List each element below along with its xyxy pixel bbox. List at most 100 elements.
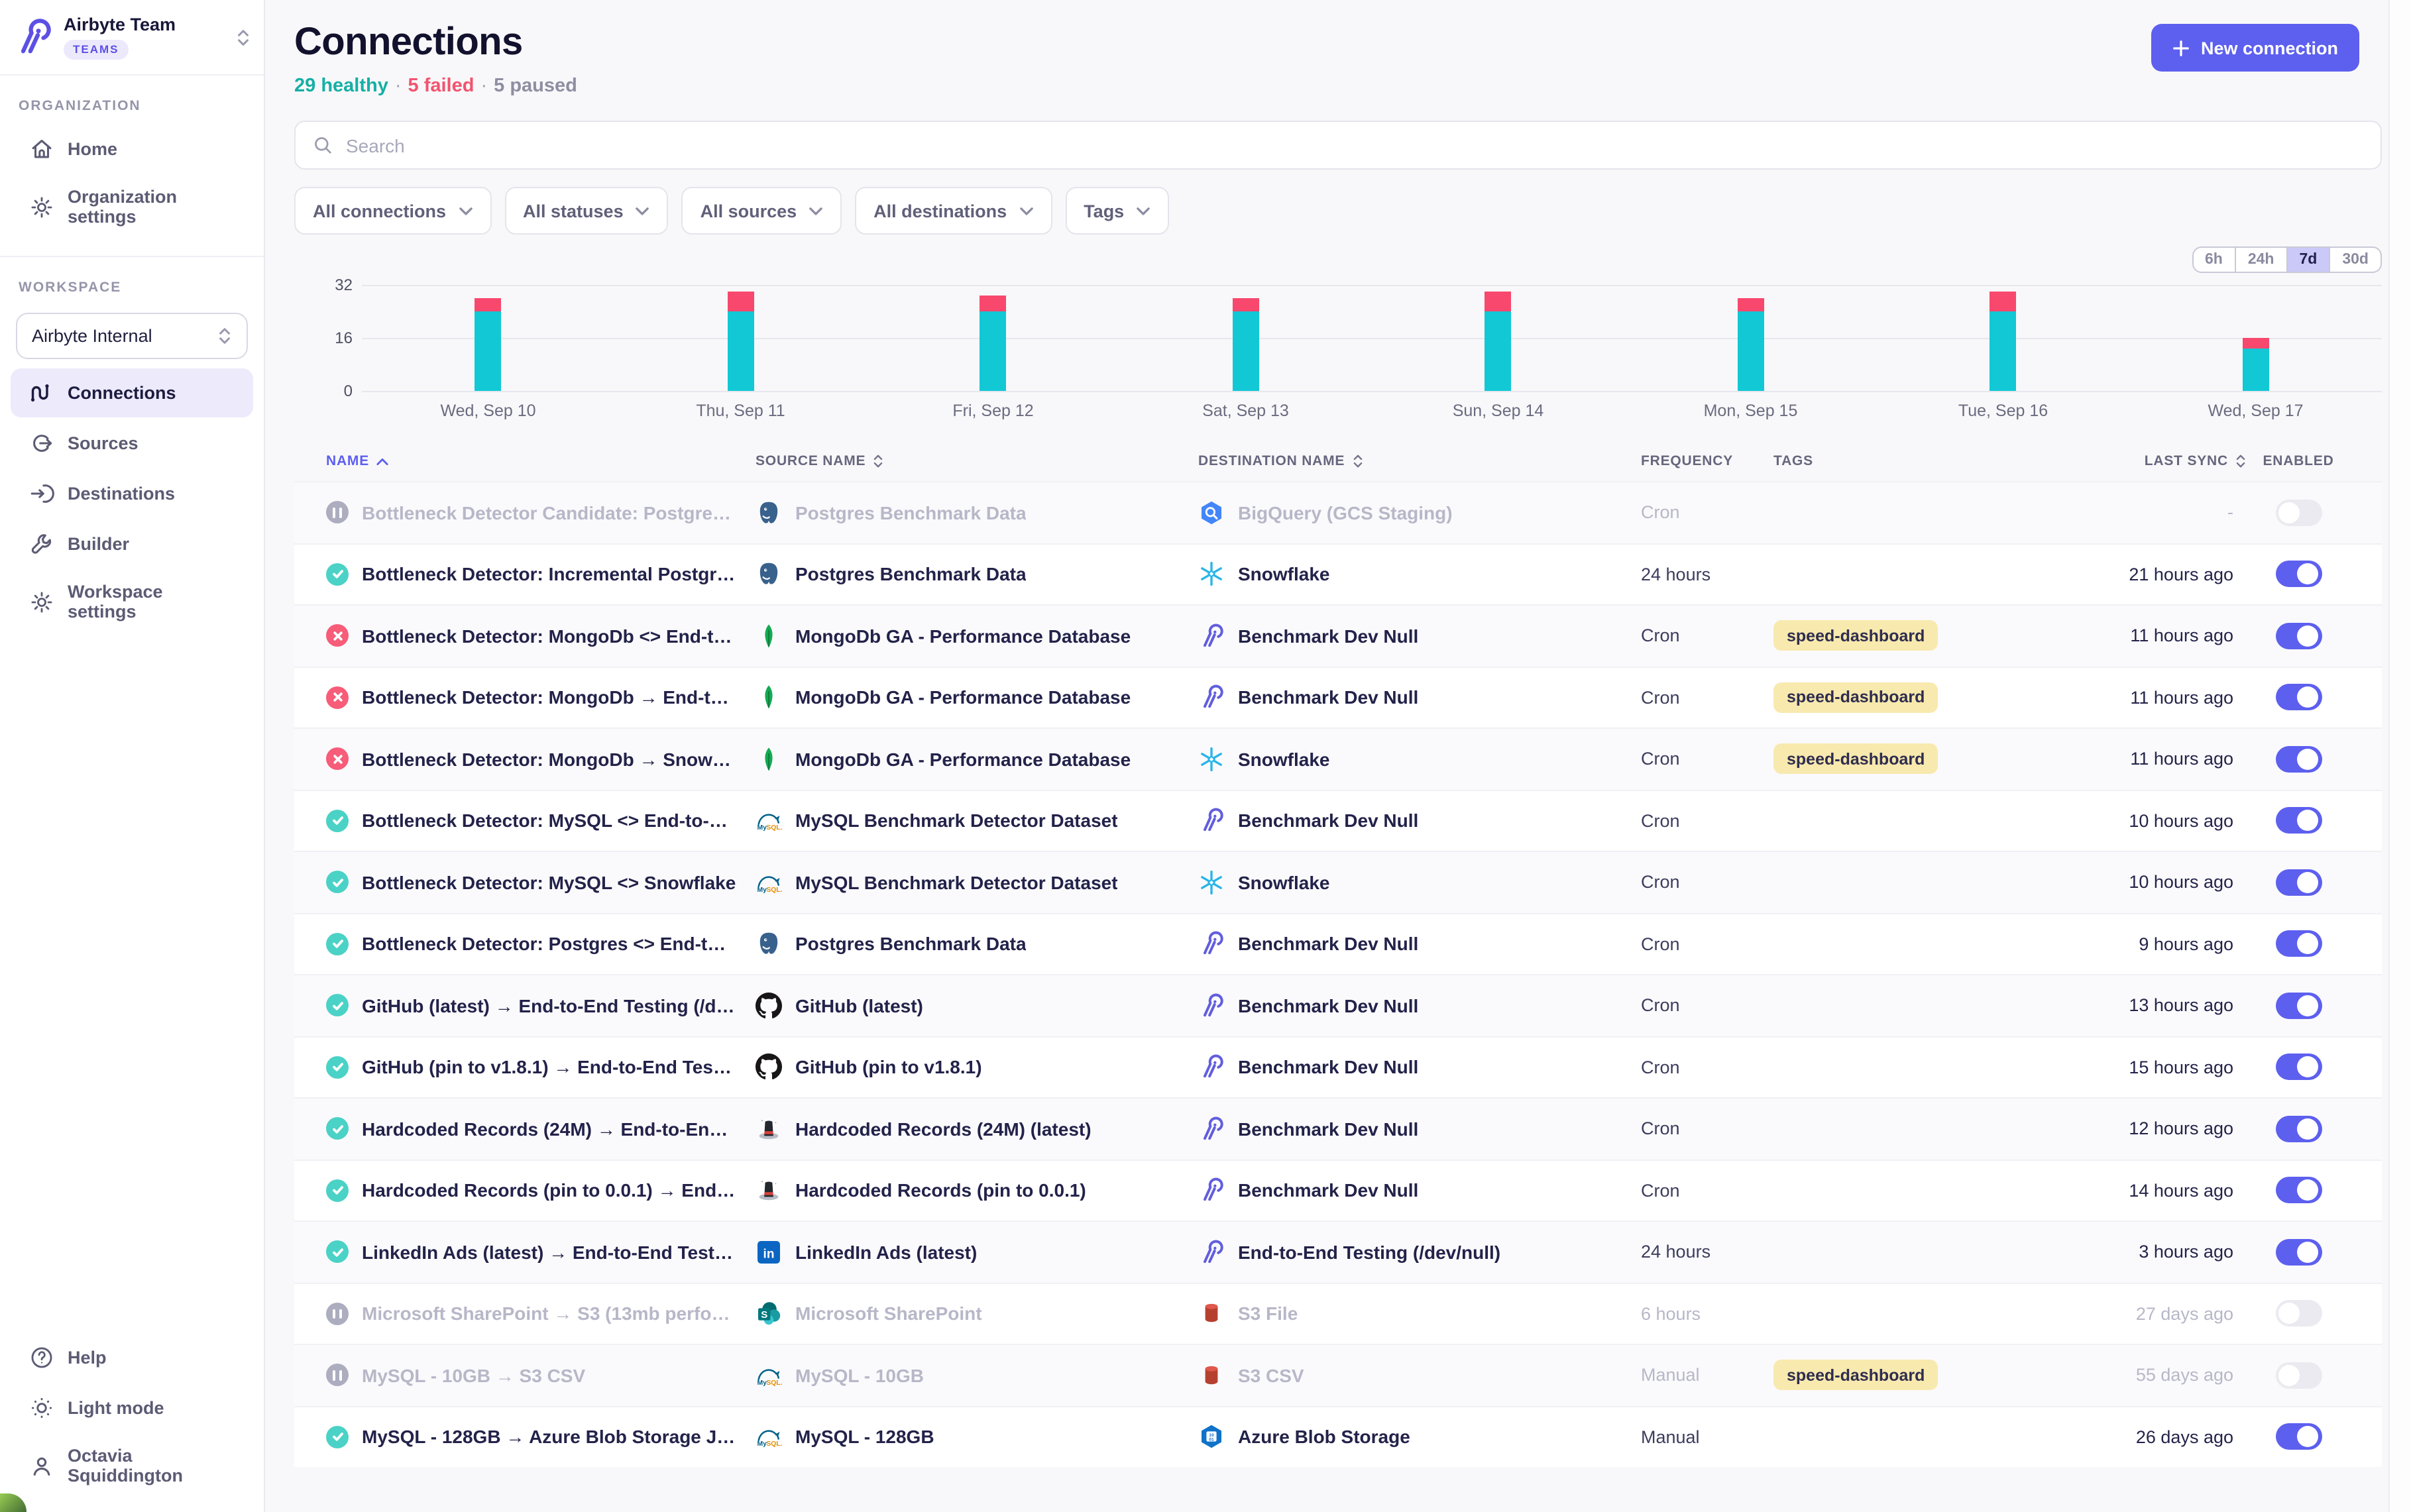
chart-bar[interactable]: [727, 292, 754, 391]
scrollbar-track[interactable]: [2388, 0, 2411, 1512]
connection-name: Bottleneck Detector: MySQL <> End-to-End…: [362, 810, 737, 832]
enabled-toggle[interactable]: [2275, 869, 2322, 896]
workspace-selector[interactable]: Airbyte Internal: [16, 313, 248, 360]
svg-text:10: 10: [1209, 1434, 1214, 1438]
filter-all-statuses[interactable]: All statuses: [504, 187, 669, 235]
chart-bar[interactable]: [1737, 298, 1764, 391]
filter-all-sources[interactable]: All sources: [681, 187, 842, 235]
enabled-toggle[interactable]: [2275, 745, 2322, 773]
user-icon: [29, 1453, 54, 1478]
chart-x-tick-label: Sun, Sep 14: [1452, 402, 1544, 420]
paused-count[interactable]: 5 paused: [494, 76, 577, 97]
airbyte-icon: [1198, 684, 1225, 711]
enabled-toggle[interactable]: [2275, 1115, 2322, 1142]
sidebar-item-workspace-settings[interactable]: Workspace settings: [11, 570, 253, 633]
chart-bar[interactable]: [2242, 338, 2269, 391]
time-range-30d[interactable]: 30d: [2329, 248, 2381, 272]
enabled-toggle[interactable]: [2275, 1300, 2322, 1327]
chart-x-tick-label: Wed, Sep 10: [440, 402, 536, 420]
connection-row[interactable]: MySQL - 10GB → S3 CSV My SQL. MySQL - 10GB…: [294, 1344, 2382, 1405]
enabled-toggle[interactable]: [2275, 1053, 2322, 1081]
enabled-toggle[interactable]: [2275, 1362, 2322, 1389]
toggle-knob: [2297, 1426, 2318, 1448]
connection-name: Microsoft SharePoint → S3 (13mb performa…: [362, 1303, 737, 1324]
connection-row[interactable]: GitHub (latest) → End-to-End Testing (/d…: [294, 974, 2382, 1036]
sidebar-item-octavia-squiddington[interactable]: Octavia Squiddington: [11, 1434, 253, 1497]
github-icon: [756, 992, 782, 1019]
sidebar-item-sources[interactable]: Sources: [11, 419, 253, 468]
column-header-destination-name[interactable]: DESTINATION NAME: [1198, 453, 1641, 469]
connection-row[interactable]: Microsoft SharePoint → S3 (13mb performa…: [294, 1282, 2382, 1344]
connection-row[interactable]: Bottleneck Detector: MySQL <> Snowflake …: [294, 851, 2382, 912]
enabled-toggle[interactable]: [2275, 1238, 2322, 1266]
enabled-toggle[interactable]: [2275, 622, 2322, 649]
connection-row[interactable]: Bottleneck Detector: Incremental Postgre…: [294, 543, 2382, 604]
svg-text:S: S: [761, 1310, 767, 1321]
filter-all-destinations[interactable]: All destinations: [855, 187, 1052, 235]
column-label: ENABLED: [2263, 453, 2334, 469]
connection-row[interactable]: Bottleneck Detector: MongoDb → End-to-En…: [294, 666, 2382, 728]
enabled-toggle[interactable]: [2275, 1177, 2322, 1204]
enabled-toggle[interactable]: [2275, 499, 2322, 526]
connection-row[interactable]: LinkedIn Ads (latest) → End-to-End Testi…: [294, 1220, 2382, 1282]
status-failed-icon: [326, 686, 349, 709]
healthy-count[interactable]: 29 healthy: [294, 76, 388, 97]
enabled-toggle[interactable]: [2275, 561, 2322, 588]
snowflake-icon: [1198, 869, 1225, 896]
sidebar-item-destinations[interactable]: Destinations: [11, 469, 253, 518]
frequency: Cron: [1641, 687, 1680, 708]
chart-bar[interactable]: [1990, 292, 2017, 391]
workspace-nav: Connections Sources Destinations Builder Wor…: [0, 367, 264, 635]
connection-row[interactable]: Bottleneck Detector: Postgres <> End-to-…: [294, 912, 2382, 974]
connection-row[interactable]: Hardcoded Records (24M) → End-to-End Te.…: [294, 1097, 2382, 1159]
sidebar-item-organization-settings[interactable]: Organization settings: [11, 175, 253, 239]
enabled-toggle[interactable]: [2275, 684, 2322, 711]
enabled-toggle[interactable]: [2275, 1423, 2322, 1450]
svg-text:My: My: [757, 825, 767, 832]
chart-bar[interactable]: [980, 295, 1007, 391]
column-header-last-sync[interactable]: LAST SYNC: [2073, 453, 2247, 469]
last-sync: 21 hours ago: [2129, 564, 2233, 584]
filter-all-connections[interactable]: All connections: [294, 187, 492, 235]
time-range-24h[interactable]: 24h: [2234, 248, 2286, 272]
frequency: Manual: [1641, 1365, 1700, 1385]
sidebar-item-builder[interactable]: Builder: [11, 519, 253, 568]
connection-row[interactable]: Bottleneck Detector: MongoDb → Snowflake…: [294, 728, 2382, 789]
new-connection-button[interactable]: New connection: [2151, 24, 2359, 72]
filter-tags[interactable]: Tags: [1065, 187, 1170, 235]
bar-segment-failed: [1485, 292, 1512, 311]
gear-icon: [29, 194, 54, 219]
filter-label: All destinations: [873, 201, 1007, 221]
time-range-7d[interactable]: 7d: [2286, 248, 2329, 272]
column-header-frequency: FREQUENCY: [1641, 453, 1773, 469]
enabled-toggle[interactable]: [2275, 930, 2322, 957]
connection-name: Hardcoded Records (pin to 0.0.1) → End-t…: [362, 1179, 737, 1201]
column-label: DESTINATION NAME: [1198, 453, 1345, 469]
enabled-toggle[interactable]: [2275, 807, 2322, 834]
chart-bar[interactable]: [1485, 292, 1512, 391]
sidebar-item-help[interactable]: Help: [11, 1333, 253, 1382]
sidebar-item-light-mode[interactable]: Light mode: [11, 1383, 253, 1432]
chart-plot-area: Wed, Sep 10 Thu, Sep 11 Fri, Sep 12 Sat, Se…: [362, 285, 2382, 420]
column-header-source-name[interactable]: SOURCE NAME: [756, 453, 1198, 469]
connection-row[interactable]: Bottleneck Detector: MongoDb <> End-to-E…: [294, 604, 2382, 666]
connection-row[interactable]: MySQL - 128GB → Azure Blob Storage JSOn …: [294, 1405, 2382, 1467]
search-bar: [294, 121, 2382, 170]
connection-row[interactable]: Bottleneck Detector: MySQL <> End-to-End…: [294, 789, 2382, 851]
enabled-toggle[interactable]: [2275, 992, 2322, 1019]
chart-gridline: [362, 338, 2382, 339]
chart-bar[interactable]: [475, 298, 502, 391]
sidebar-item-connections[interactable]: Connections: [11, 368, 253, 418]
connection-row[interactable]: Bottleneck Detector Candidate: Postgres …: [294, 481, 2382, 543]
sources-icon: [29, 431, 54, 456]
column-header-name[interactable]: NAME: [326, 453, 756, 469]
connection-row[interactable]: GitHub (pin to v1.8.1) → End-to-End Test…: [294, 1036, 2382, 1097]
org-switcher[interactable]: Airbyte Team TEAMS: [0, 0, 264, 76]
chart-bar[interactable]: [1232, 298, 1259, 391]
connection-row[interactable]: Hardcoded Records (pin to 0.0.1) → End-t…: [294, 1159, 2382, 1220]
sidebar-item-home[interactable]: Home: [11, 125, 253, 174]
failed-count[interactable]: 5 failed: [408, 76, 475, 97]
time-range-6h[interactable]: 6h: [2205, 252, 2223, 268]
search-input[interactable]: [346, 135, 2365, 156]
destination-name: Benchmark Dev Null: [1238, 1056, 1419, 1078]
